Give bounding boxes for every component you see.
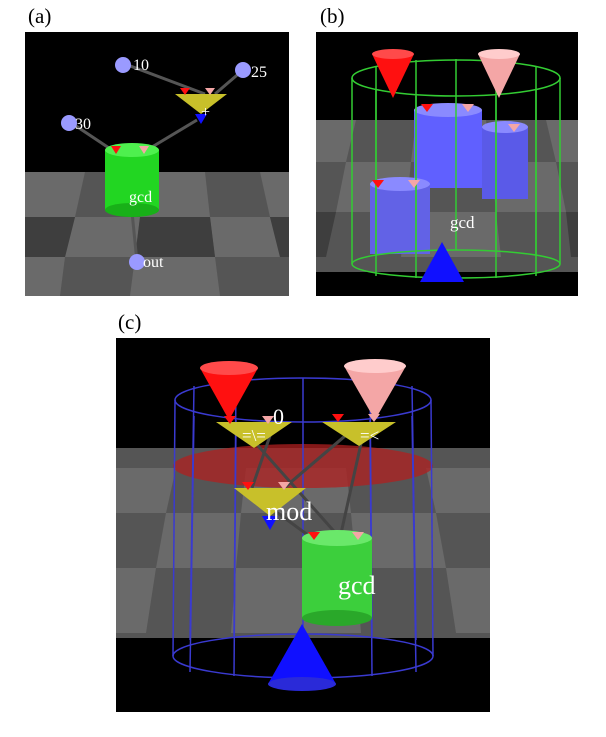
label-out: out — [143, 254, 164, 271]
plus-node — [175, 88, 227, 124]
panel-a-scene: 10 25 30 + gcd out — [25, 57, 289, 296]
constant-25-node — [235, 62, 251, 78]
output-cone — [268, 624, 336, 684]
label-gcd: gcd — [450, 213, 475, 232]
label-mod: mod — [266, 497, 312, 526]
label-neq: =\= — [242, 426, 266, 445]
panel-c-caption: (c) — [118, 310, 142, 334]
panel-b: gcd — [316, 32, 578, 296]
constant-nodes — [61, 57, 251, 270]
panel-b-caption: (b) — [320, 4, 345, 28]
panel-a-caption: (a) — [28, 4, 52, 28]
constant-10-node — [115, 57, 131, 73]
label-10: 10 — [133, 57, 149, 74]
label-lt: =< — [360, 426, 379, 445]
label-plus: + — [201, 104, 210, 121]
lt-node — [322, 414, 396, 446]
gcd-cylinder — [105, 143, 159, 217]
input-cone-pink — [478, 54, 520, 98]
label-gcd: gcd — [338, 571, 376, 600]
panel-a: 10 25 30 + gcd out — [25, 32, 289, 296]
label-gcd: gcd — [129, 189, 152, 206]
gcd-cylinder — [302, 530, 372, 626]
panel-c-scene: 0 =\= =< mod gcd — [116, 359, 490, 691]
constant-30-node — [61, 115, 77, 131]
mod-node — [234, 482, 306, 530]
panel-c: 0 =\= =< mod gcd — [116, 338, 490, 712]
panel-b-scene: gcd — [316, 49, 578, 282]
input-cone-pink — [344, 366, 406, 420]
output-cone — [420, 242, 464, 282]
wires — [242, 428, 366, 540]
neq-node — [216, 416, 292, 448]
floor — [25, 172, 289, 296]
input-cone-red — [372, 54, 414, 98]
input-cone-red — [200, 368, 258, 420]
label-zero: 0 — [273, 404, 284, 429]
out-node — [129, 254, 145, 270]
label-25: 25 — [251, 64, 267, 81]
label-30: 30 — [75, 116, 91, 133]
